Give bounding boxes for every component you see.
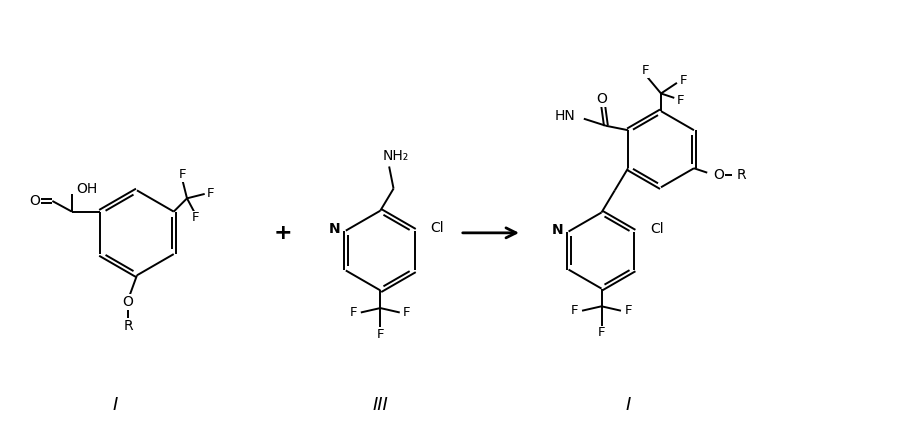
Text: I: I (112, 396, 118, 414)
Text: NH₂: NH₂ (384, 149, 409, 163)
Text: F: F (207, 187, 215, 200)
Text: O: O (596, 92, 607, 106)
Text: F: F (641, 64, 649, 77)
Text: HN: HN (555, 109, 576, 123)
Text: O: O (713, 168, 724, 182)
Text: F: F (677, 94, 684, 107)
Text: N: N (329, 222, 341, 236)
Text: F: F (571, 304, 578, 317)
Text: R: R (123, 319, 133, 333)
Text: +: + (273, 223, 292, 243)
Text: F: F (376, 328, 384, 341)
Text: F: F (192, 211, 200, 224)
Text: F: F (350, 306, 357, 319)
Text: F: F (179, 168, 187, 181)
Text: III: III (373, 396, 388, 414)
Text: I: I (626, 396, 630, 414)
Text: R: R (736, 168, 746, 182)
Text: F: F (403, 306, 411, 319)
Text: O: O (123, 295, 134, 309)
Text: Cl: Cl (650, 222, 664, 236)
Text: OH: OH (77, 182, 97, 197)
Text: F: F (598, 326, 605, 339)
Text: F: F (624, 304, 632, 317)
Text: F: F (680, 74, 687, 87)
Text: Cl: Cl (431, 221, 445, 235)
Text: N: N (552, 223, 563, 237)
Text: O: O (29, 194, 40, 208)
